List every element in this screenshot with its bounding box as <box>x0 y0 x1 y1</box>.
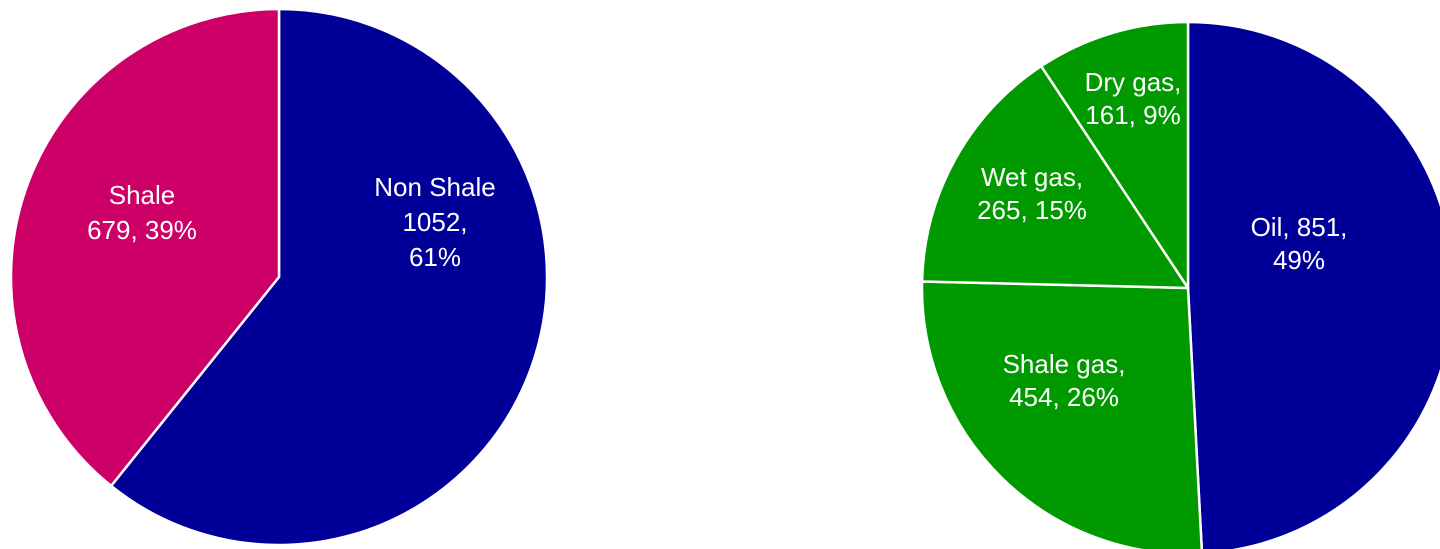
slice-label-line: 679, 39% <box>87 215 197 245</box>
slice-label-line: 161, 9% <box>1085 100 1180 130</box>
slice-label-line: Dry gas, <box>1085 67 1182 97</box>
pie-slice-non-shale <box>109 7 549 547</box>
pie-slice-oil <box>1186 20 1440 549</box>
pie-chart-shale-vs-non-shale: Non Shale 1052, 61% Shale 679, 39% <box>9 7 549 547</box>
slice-label-line: 49% <box>1273 245 1325 275</box>
slice-label-shale-gas: Shale gas, 454, 26% <box>1003 349 1126 412</box>
pie-chart-oil-and-gas-breakdown: Oil, 851, 49% Shale gas, 454, 26% Wet gas, 26… <box>920 20 1440 549</box>
slice-label-wet-gas: Wet gas, 265, 15% <box>977 162 1087 225</box>
slice-label-non-shale: Non Shale 1052, 61% <box>374 172 495 272</box>
slice-label-dry-gas: Dry gas, 161, 9% <box>1085 67 1182 130</box>
slice-label-shale: Shale 679, 39% <box>87 180 197 245</box>
slice-label-line: Non Shale <box>374 172 495 202</box>
pie-slice-wet-gas <box>920 64 1190 290</box>
slice-label-line: Shale <box>109 180 176 210</box>
pie-slice-shale-gas <box>920 280 1203 549</box>
slice-label-line: Oil, 851, <box>1251 212 1348 242</box>
slice-label-line: 265, 15% <box>977 195 1087 225</box>
slice-label-line: Wet gas, <box>981 162 1083 192</box>
slice-label-line: Shale gas, <box>1003 349 1126 379</box>
pie-slice-shale <box>9 7 281 488</box>
slice-label-line: 61% <box>409 242 461 272</box>
slice-label-line: 1052, <box>402 207 467 237</box>
slice-label-oil: Oil, 851, 49% <box>1251 212 1348 275</box>
slice-label-line: 454, 26% <box>1009 382 1119 412</box>
pie-slice-dry-gas <box>1040 20 1190 290</box>
